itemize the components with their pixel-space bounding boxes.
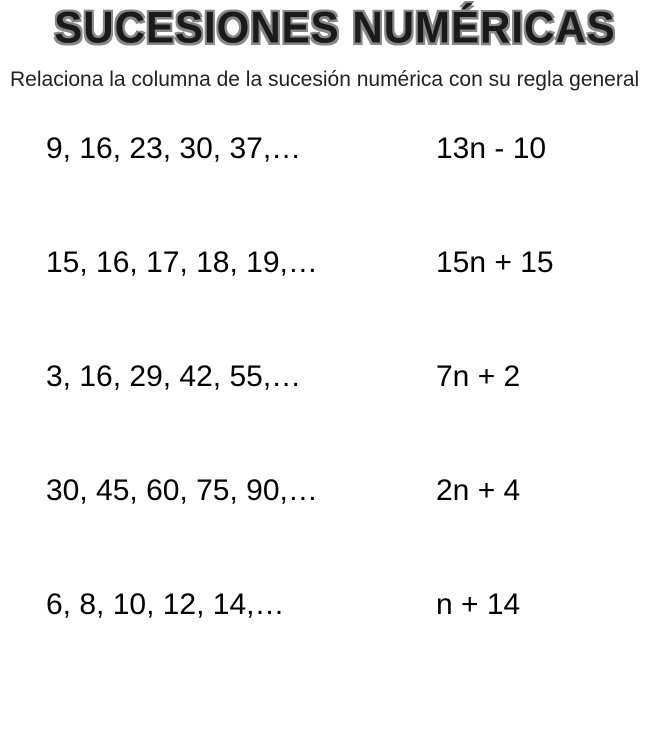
rule-cell: 7n + 2 xyxy=(436,360,520,394)
matching-rows: 9, 16, 23, 30, 37,… 13n - 10 15, 16, 17,… xyxy=(8,132,662,622)
rule-cell: n + 14 xyxy=(436,588,520,622)
matching-row: 6, 8, 10, 12, 14,… n + 14 xyxy=(46,588,642,622)
worksheet-page: SUCESIONES NUMÉRICAS Relaciona la column… xyxy=(0,6,670,622)
sequence-cell: 30, 45, 60, 75, 90,… xyxy=(46,474,436,508)
matching-row: 3, 16, 29, 42, 55,… 7n + 2 xyxy=(46,360,642,394)
instruction-text: Relaciona la columna de la sucesión numé… xyxy=(8,68,662,92)
matching-row: 30, 45, 60, 75, 90,… 2n + 4 xyxy=(46,474,642,508)
rule-cell: 15n + 15 xyxy=(436,246,554,280)
matching-row: 9, 16, 23, 30, 37,… 13n - 10 xyxy=(46,132,642,166)
page-title: SUCESIONES NUMÉRICAS xyxy=(8,5,662,51)
rule-cell: 13n - 10 xyxy=(436,132,546,166)
rule-cell: 2n + 4 xyxy=(436,474,520,508)
sequence-cell: 15, 16, 17, 18, 19,… xyxy=(46,246,436,280)
sequence-cell: 6, 8, 10, 12, 14,… xyxy=(46,588,436,622)
sequence-cell: 9, 16, 23, 30, 37,… xyxy=(46,132,436,166)
matching-row: 15, 16, 17, 18, 19,… 15n + 15 xyxy=(46,246,642,280)
sequence-cell: 3, 16, 29, 42, 55,… xyxy=(46,360,436,394)
